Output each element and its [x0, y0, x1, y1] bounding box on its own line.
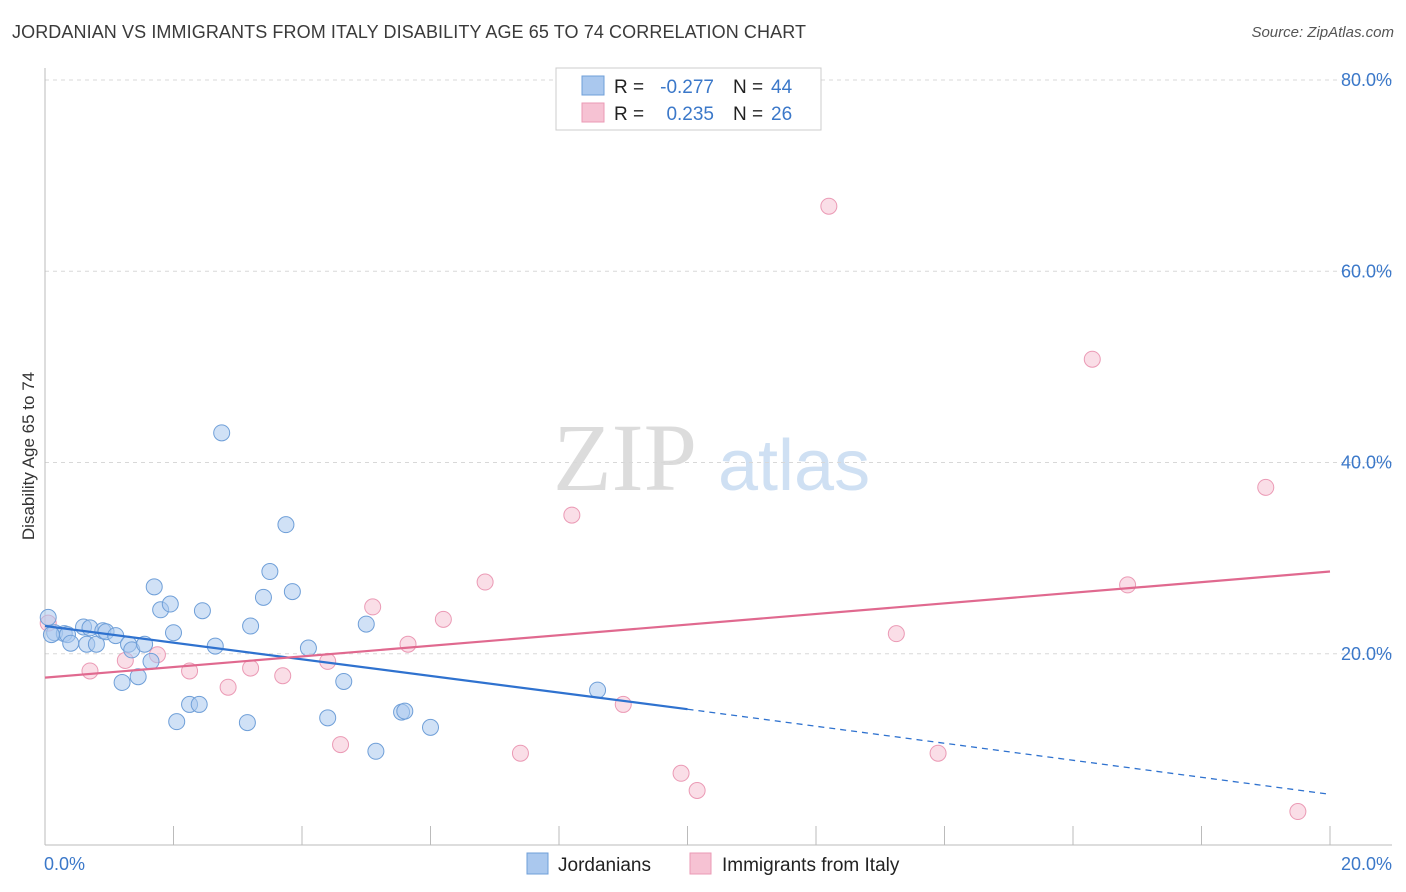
data-point-jordanian — [129, 668, 147, 686]
series-jordanians — [39, 424, 607, 760]
data-point-italy — [820, 197, 838, 215]
data-point-jordanian — [261, 563, 279, 581]
data-point-jordanian — [145, 578, 163, 596]
y-tick-label: 80.0% — [1341, 70, 1392, 90]
series-legend: Jordanians Immigrants from Italy — [526, 852, 900, 876]
data-point-jordanian — [319, 709, 337, 727]
watermark: ZIP atlas — [553, 404, 870, 511]
y-tick-label: 60.0% — [1341, 261, 1392, 281]
data-point-italy — [332, 736, 350, 754]
data-point-italy — [434, 610, 452, 628]
data-point-jordanian — [190, 695, 208, 713]
source-label: Source: ZipAtlas.com — [1251, 24, 1394, 41]
x-ticks — [44, 826, 1331, 845]
data-point-jordanian — [396, 702, 414, 720]
data-point-italy — [1083, 350, 1101, 368]
data-point-jordanian — [335, 672, 353, 690]
data-point-italy — [688, 781, 706, 799]
data-point-italy — [887, 625, 905, 643]
data-point-italy — [274, 667, 292, 685]
x-tick-label-max: 20.0% — [1341, 854, 1392, 874]
data-point-jordanian — [161, 595, 179, 613]
y-tick-label: 40.0% — [1341, 453, 1392, 473]
axes — [44, 68, 1392, 846]
gridlines — [45, 79, 1392, 655]
legend-n-value-1: 44 — [771, 77, 793, 98]
data-point-italy — [364, 598, 382, 616]
legend-r-value-2: 0.235 — [666, 104, 714, 125]
data-point-jordanian — [242, 617, 260, 635]
legend-r-value-1: -0.277 — [660, 77, 714, 98]
data-point-jordanian — [168, 713, 186, 731]
data-point-jordanian — [277, 516, 295, 534]
bottom-legend-label-italy: Immigrants from Italy — [722, 855, 900, 876]
bottom-legend-label-jordanians: Jordanians — [558, 855, 651, 876]
data-point-jordanian — [589, 681, 607, 699]
y-tick-labels: 20.0% 40.0% 60.0% 80.0% — [1341, 70, 1392, 664]
data-point-jordanian — [42, 626, 60, 644]
data-point-italy — [219, 678, 237, 696]
data-point-italy — [476, 573, 494, 591]
data-point-italy — [1257, 478, 1275, 496]
data-point-jordanian — [367, 742, 385, 760]
legend-n-value-2: 26 — [771, 104, 792, 125]
data-point-italy — [399, 635, 417, 653]
data-point-jordanian — [62, 634, 80, 652]
data-point-italy — [672, 764, 690, 782]
data-point-jordanian — [206, 637, 224, 655]
data-point-italy — [1289, 803, 1307, 821]
y-axis-title: Disability Age 65 to 74 — [19, 372, 38, 540]
data-point-italy — [929, 744, 947, 762]
data-point-jordanian — [299, 639, 317, 657]
data-point-italy — [242, 659, 260, 677]
data-point-italy — [511, 744, 529, 762]
data-point-jordanian — [142, 652, 160, 670]
legend-n-label-1: N = — [733, 77, 763, 98]
x-tick-label-min: 0.0% — [44, 854, 85, 874]
data-point-jordanian — [283, 583, 301, 601]
data-point-jordanian — [39, 608, 57, 626]
data-point-jordanian — [113, 673, 131, 691]
data-point-jordanian — [193, 602, 211, 620]
bottom-legend-swatch-pink — [689, 852, 712, 875]
data-point-jordanian — [165, 624, 182, 642]
stats-legend: R = -0.277 N = 44 R = 0.235 N = 26 — [555, 67, 822, 131]
y-tick-label: 20.0% — [1341, 644, 1392, 664]
data-point-jordanian — [422, 718, 439, 736]
data-point-italy — [1119, 576, 1137, 594]
data-point-italy — [614, 695, 632, 713]
watermark-atlas: atlas — [718, 426, 870, 506]
chart-title: JORDANIAN VS IMMIGRANTS FROM ITALY DISAB… — [12, 22, 807, 42]
legend-r-label-1: R = — [614, 77, 644, 98]
trend-line-jordanians — [44, 624, 688, 711]
legend-r-label-2: R = — [614, 104, 644, 125]
bottom-legend-swatch-blue — [526, 852, 549, 875]
data-point-italy — [563, 506, 581, 524]
watermark-zip: ZIP — [553, 404, 697, 511]
legend-swatch-blue — [581, 75, 605, 96]
data-point-jordanian — [254, 588, 272, 606]
legend-swatch-pink — [581, 102, 605, 123]
data-point-italy — [81, 662, 99, 680]
legend-n-label-2: N = — [733, 104, 763, 125]
data-point-jordanian — [238, 714, 256, 732]
trend-line-italy — [44, 570, 1331, 679]
data-point-jordanian — [213, 424, 231, 442]
data-point-jordanian — [357, 615, 375, 633]
trend-line-jordanians-extrapolated — [687, 708, 1331, 795]
trend-lines — [44, 570, 1331, 795]
